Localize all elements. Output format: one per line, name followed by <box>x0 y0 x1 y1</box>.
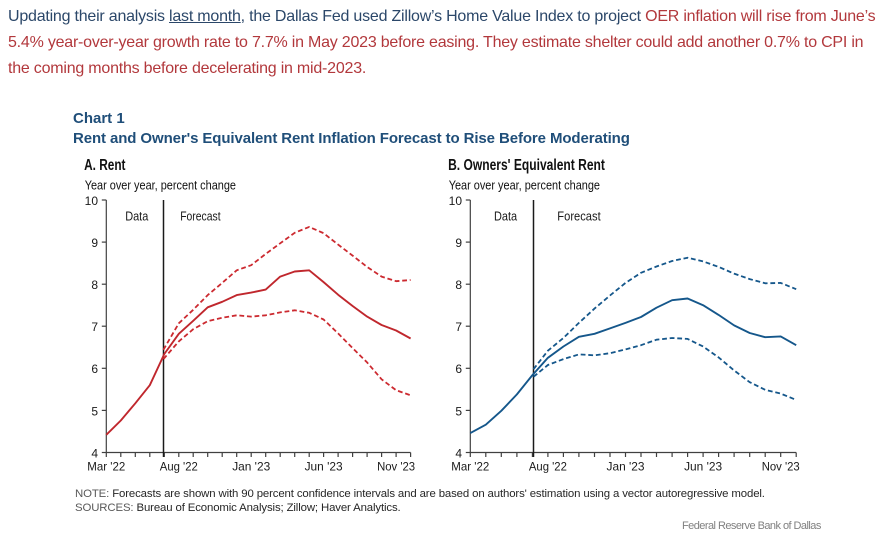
svg-text:7: 7 <box>455 320 462 334</box>
svg-text:Year over year, percent change: Year over year, percent change <box>85 179 236 193</box>
svg-text:Data: Data <box>494 210 517 224</box>
svg-text:9: 9 <box>455 236 462 250</box>
svg-text:Nov '23: Nov '23 <box>762 460 800 474</box>
svg-text:Mar '22: Mar '22 <box>451 460 489 474</box>
svg-text:A. Rent: A. Rent <box>84 157 125 174</box>
svg-text:Forecast: Forecast <box>557 210 601 224</box>
svg-text:Forecast: Forecast <box>180 210 221 224</box>
svg-text:4: 4 <box>455 446 462 460</box>
svg-text:8: 8 <box>91 278 98 292</box>
svg-text:Data: Data <box>125 210 148 224</box>
svg-text:B. Owners' Equivalent Rent: B. Owners' Equivalent Rent <box>448 157 605 174</box>
svg-text:Jun '23: Jun '23 <box>684 460 722 474</box>
svg-text:Year over year, percent change: Year over year, percent change <box>449 179 600 193</box>
svg-text:5: 5 <box>455 404 462 418</box>
svg-text:10: 10 <box>449 194 463 208</box>
svg-text:Jan '23: Jan '23 <box>232 460 270 474</box>
svg-text:7: 7 <box>91 320 98 334</box>
svg-text:9: 9 <box>91 236 98 250</box>
svg-text:Jan '23: Jan '23 <box>607 460 645 474</box>
svg-text:10: 10 <box>85 194 99 208</box>
svg-text:Nov '23: Nov '23 <box>377 460 415 474</box>
svg-text:Aug '22: Aug '22 <box>160 460 198 474</box>
svg-text:5: 5 <box>91 404 98 418</box>
svg-text:Jun '23: Jun '23 <box>305 460 343 474</box>
svg-text:4: 4 <box>91 446 98 460</box>
svg-text:8: 8 <box>455 278 462 292</box>
svg-text:6: 6 <box>91 362 98 376</box>
svg-text:Mar '22: Mar '22 <box>87 460 125 474</box>
svg-text:6: 6 <box>455 362 462 376</box>
svg-text:Aug '22: Aug '22 <box>529 460 567 474</box>
